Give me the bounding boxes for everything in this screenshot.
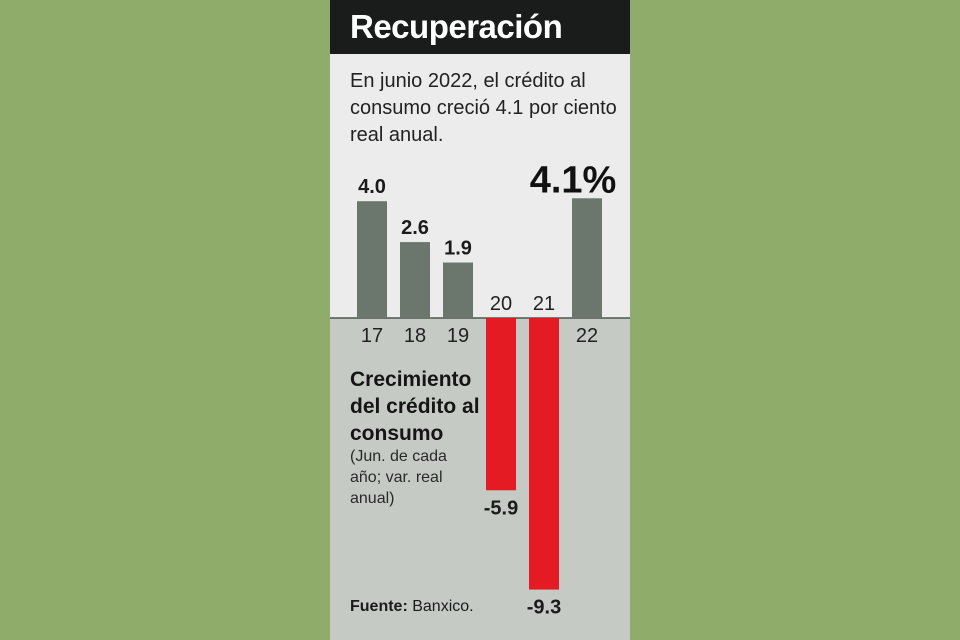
source-note: Fuente: Banxico. <box>350 598 474 616</box>
category-label-19: 19 <box>447 325 469 347</box>
value-label-20: -5.9 <box>484 497 518 519</box>
category-label-21: 21 <box>533 293 555 315</box>
category-label-17: 17 <box>361 325 383 347</box>
value-label-18: 2.6 <box>401 217 429 239</box>
infographic-card: Recuperación En junio 2022, el crédito a… <box>330 0 630 640</box>
chart-subtitle: En junio 2022, el crédito al consumo cre… <box>350 70 617 146</box>
category-label-22: 22 <box>576 325 598 347</box>
source-value: Banxico. <box>412 598 474 615</box>
negative-region-panel <box>330 318 630 640</box>
legend-note: (Jun. de cada año; var. real anual) <box>350 448 447 507</box>
value-label-21: -9.3 <box>527 597 561 619</box>
bar-22 <box>572 198 602 318</box>
source-label: Fuente: <box>350 598 408 615</box>
title-bar: Recuperación <box>330 0 630 54</box>
bar-17 <box>357 201 387 318</box>
value-label-19: 1.9 <box>444 238 472 260</box>
bar-chart: 4.0 17 2.6 18 1.9 19 -5.9 20 -9.3 21 4.1% 22 <box>330 159 630 619</box>
category-label-18: 18 <box>404 325 426 347</box>
value-label-22: 4.1% <box>530 159 617 201</box>
chart-title: Recuperación <box>350 8 563 45</box>
bar-21 <box>529 318 559 590</box>
bar-18 <box>400 242 430 318</box>
value-label-17: 4.0 <box>358 176 386 198</box>
bar-20 <box>486 318 516 491</box>
bar-19 <box>443 262 473 318</box>
category-label-20: 20 <box>490 293 512 315</box>
legend-title: Crecimiento del crédito al consumo <box>350 368 480 445</box>
